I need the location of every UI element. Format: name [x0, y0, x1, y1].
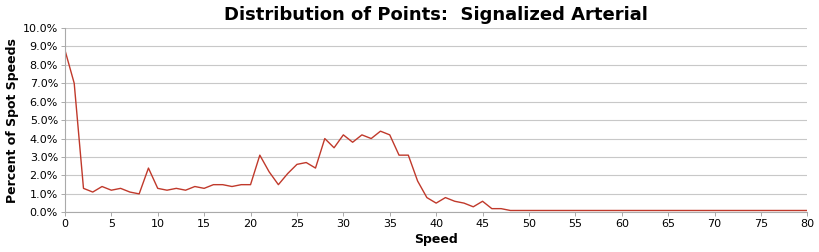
Y-axis label: Percent of Spot Speeds: Percent of Spot Speeds: [6, 38, 19, 203]
Title: Distribution of Points:  Signalized Arterial: Distribution of Points: Signalized Arter…: [224, 6, 647, 23]
X-axis label: Speed: Speed: [414, 233, 458, 246]
